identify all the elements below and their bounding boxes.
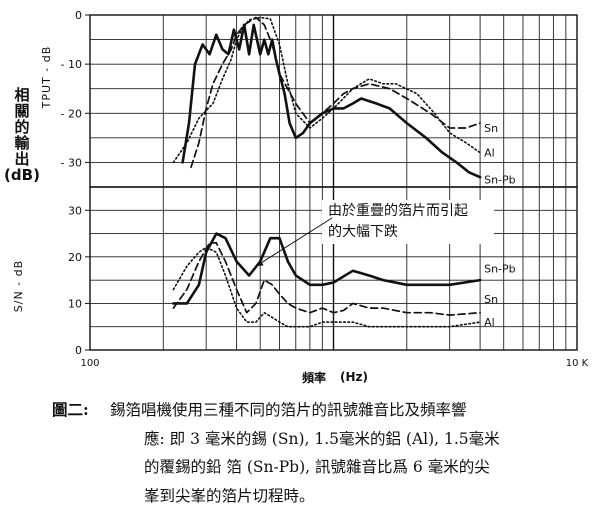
y-tick-label: - 30 xyxy=(61,156,82,169)
annotation-line-2: 的大幅下跌 xyxy=(328,224,398,240)
top-chart-series xyxy=(172,16,482,179)
series-line-sn xyxy=(172,242,481,316)
series-label-sn-pb: Sn-Pb xyxy=(484,263,516,276)
series-line-sn-pb xyxy=(181,23,482,179)
y-tick-label: - 20 xyxy=(61,107,82,120)
series-label-al: Al xyxy=(484,316,495,329)
caption-line-3: 的覆錫的鉛 箔 (Sn-Pb), 訊號雜音比爲 6 毫米的尖 xyxy=(144,458,490,476)
side-label-char: 關 xyxy=(14,102,29,120)
bottom-chart-y-ticks: 0 10 20 30 xyxy=(68,204,90,357)
top-chart-series-labels: Sn Al Sn-Pb xyxy=(484,122,516,187)
side-label-char: 出 xyxy=(14,150,29,168)
series-label-sn-pb: Sn-Pb xyxy=(484,174,516,187)
x-axis-title: 頻率 (Hz) xyxy=(302,370,368,385)
y-tick-label: 0 xyxy=(75,9,82,22)
annotation-arrowhead xyxy=(255,259,264,267)
side-label-char: 相 xyxy=(14,86,29,104)
top-chart-y-ticks: 0 - 10 - 20 - 30 xyxy=(61,9,90,169)
annotation-background xyxy=(322,200,494,244)
x-tick-label: 100 xyxy=(80,358,99,369)
top-chart-grid xyxy=(90,15,577,187)
series-line-al xyxy=(172,16,481,164)
y-tick-label: 30 xyxy=(68,204,82,217)
series-line-sn xyxy=(190,16,481,169)
annotation-arrow xyxy=(255,217,333,267)
y-tick-label: 0 xyxy=(75,344,82,357)
top-chart: 0 - 10 - 20 - 30 Sn Al Sn-Pb TPUT - dB 相關的輸出(… xyxy=(4,9,578,188)
caption-line-1: 錫箔唱機使用三種不同的箔片的訊號雜音比及頻率響 xyxy=(110,401,467,419)
caption-label: 圖二: xyxy=(52,400,89,419)
annotation-line-1: 由於重疊的箔片而引起 xyxy=(328,203,468,219)
side-label-char: 的 xyxy=(14,118,29,136)
bottom-chart: 0 10 20 30 Sn-Pb Sn Al S/N - dB 100 10 K 頻率 (H… xyxy=(12,186,589,385)
series-label-sn: Sn xyxy=(484,122,498,135)
side-label-char: 輸 xyxy=(14,134,30,152)
side-label-char: (dB) xyxy=(4,166,40,184)
bottom-y-axis-label: S/N - dB xyxy=(12,260,25,312)
y-tick-label: - 10 xyxy=(61,58,82,71)
x-tick-label: 10 K xyxy=(566,358,589,369)
caption-line-2: 應: 即 3 毫米的錫 (Sn), 1.5毫米的鋁 (Al), 1.5毫米 xyxy=(144,429,500,448)
bottom-chart-series-labels: Sn-Pb Sn Al xyxy=(484,263,516,330)
x-tick-labels: 100 10 K xyxy=(80,358,588,369)
x-axis-unit: (Hz) xyxy=(340,370,368,384)
bottom-chart-series xyxy=(172,232,482,328)
x-axis-label: 頻率 xyxy=(302,370,326,385)
series-line-al xyxy=(172,246,481,328)
y-tick-label: 20 xyxy=(68,251,82,264)
caption-line-4: 峯到尖峯的箔片切程時。 xyxy=(144,486,315,505)
series-label-al: Al xyxy=(484,147,495,160)
y-tick-label: 10 xyxy=(68,297,82,310)
series-line-sn-pb xyxy=(172,232,482,305)
overlap-drop-annotation: 由於重疊的箔片而引起 的大幅下跌 xyxy=(255,200,494,267)
top-y-axis-label: TPUT - dB xyxy=(40,46,53,110)
series-label-sn: Sn xyxy=(484,293,498,306)
